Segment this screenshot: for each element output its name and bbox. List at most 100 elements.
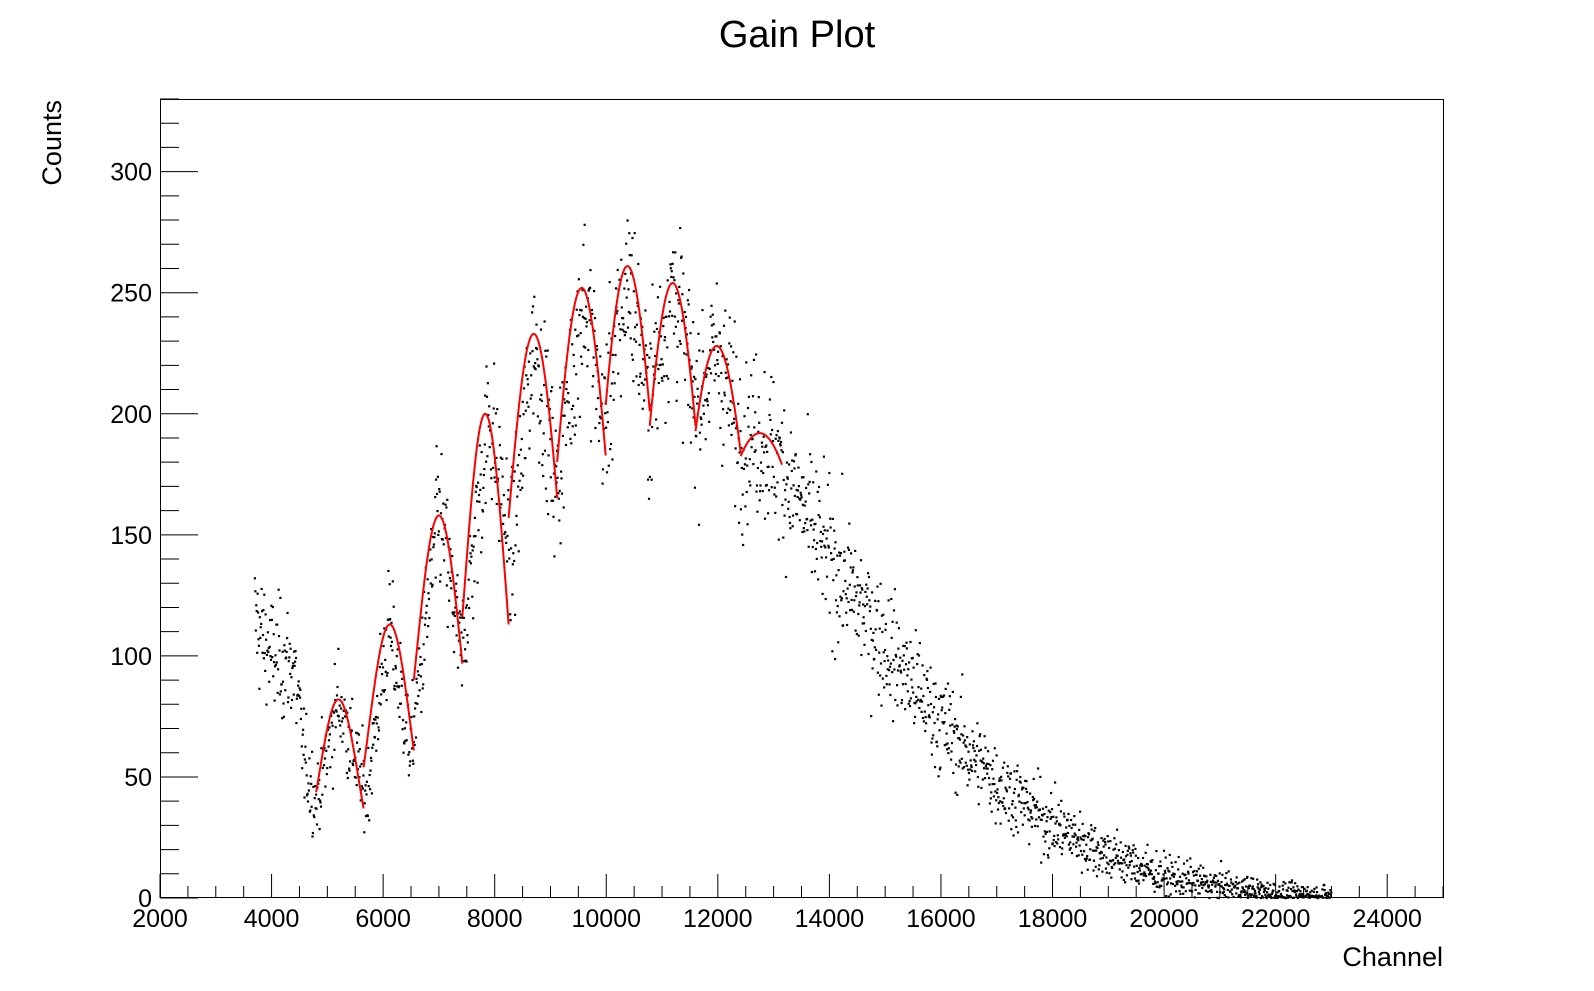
data-point bbox=[612, 398, 615, 401]
data-point bbox=[1061, 847, 1064, 850]
data-point bbox=[511, 593, 514, 596]
data-point bbox=[302, 753, 305, 756]
data-point bbox=[846, 623, 849, 627]
data-point bbox=[259, 626, 262, 629]
data-point bbox=[389, 636, 392, 639]
data-point bbox=[922, 720, 925, 723]
data-point bbox=[685, 333, 688, 336]
data-point bbox=[281, 680, 285, 683]
data-point bbox=[929, 702, 933, 706]
data-point bbox=[504, 536, 507, 539]
data-point bbox=[669, 263, 672, 266]
data-point bbox=[915, 695, 918, 698]
data-point bbox=[542, 474, 545, 478]
data-point bbox=[552, 515, 555, 518]
data-point bbox=[1078, 844, 1081, 847]
data-point bbox=[904, 663, 908, 666]
data-point bbox=[800, 496, 803, 499]
data-point bbox=[482, 473, 485, 477]
data-point bbox=[1000, 775, 1003, 778]
data-point bbox=[921, 716, 925, 720]
data-point bbox=[580, 362, 584, 365]
data-point bbox=[981, 760, 984, 764]
data-point bbox=[1005, 790, 1008, 793]
data-point bbox=[1095, 849, 1098, 852]
data-point bbox=[1257, 883, 1260, 886]
data-point bbox=[851, 571, 854, 574]
data-point bbox=[1035, 806, 1038, 809]
x-tick-label: 8000 bbox=[467, 905, 523, 933]
data-point bbox=[269, 655, 272, 658]
data-point bbox=[455, 582, 458, 585]
data-point bbox=[777, 439, 780, 442]
data-point bbox=[301, 733, 304, 736]
data-point bbox=[843, 550, 846, 553]
data-point bbox=[1131, 849, 1134, 852]
data-point bbox=[1018, 800, 1021, 803]
data-point bbox=[1036, 800, 1039, 803]
data-point bbox=[626, 279, 629, 282]
data-point bbox=[932, 682, 935, 685]
data-point bbox=[740, 466, 743, 469]
data-point bbox=[963, 725, 966, 728]
data-point bbox=[1116, 859, 1120, 862]
data-point bbox=[439, 580, 442, 583]
data-point bbox=[481, 536, 484, 539]
data-point bbox=[1192, 881, 1195, 885]
data-point bbox=[1180, 884, 1183, 887]
data-point bbox=[913, 722, 916, 725]
data-point bbox=[780, 421, 784, 424]
data-point bbox=[920, 687, 923, 690]
data-point bbox=[581, 289, 584, 292]
data-point bbox=[1260, 886, 1263, 889]
data-point bbox=[1099, 852, 1102, 855]
data-point bbox=[445, 506, 448, 509]
data-point bbox=[833, 547, 836, 550]
data-point bbox=[909, 697, 912, 700]
data-point bbox=[546, 349, 549, 352]
data-point bbox=[306, 794, 309, 797]
data-point bbox=[973, 749, 976, 753]
data-point bbox=[330, 721, 333, 724]
data-point bbox=[943, 744, 946, 747]
data-point bbox=[1326, 894, 1329, 897]
data-point bbox=[989, 797, 992, 800]
data-point bbox=[269, 658, 273, 661]
data-point bbox=[1077, 854, 1080, 857]
data-point bbox=[725, 377, 728, 380]
data-point bbox=[1135, 864, 1138, 867]
data-point bbox=[497, 539, 501, 542]
data-point bbox=[901, 659, 904, 662]
data-point bbox=[1186, 882, 1189, 885]
data-point bbox=[524, 457, 527, 460]
data-point bbox=[499, 456, 502, 459]
data-point bbox=[698, 431, 701, 434]
data-point bbox=[765, 483, 768, 487]
data-point bbox=[1236, 887, 1240, 890]
data-point bbox=[452, 613, 455, 616]
data-point bbox=[933, 766, 937, 769]
data-point bbox=[544, 349, 547, 352]
data-point bbox=[1114, 862, 1117, 865]
data-point bbox=[438, 488, 441, 491]
data-point bbox=[1194, 884, 1197, 887]
data-point bbox=[1298, 893, 1301, 896]
data-point bbox=[1039, 775, 1042, 778]
data-point bbox=[687, 303, 690, 306]
data-point bbox=[892, 609, 896, 612]
data-point bbox=[643, 399, 646, 402]
data-point bbox=[962, 741, 965, 744]
data-point bbox=[628, 232, 631, 235]
data-point bbox=[825, 537, 828, 540]
data-point bbox=[678, 340, 681, 343]
data-point bbox=[1014, 806, 1017, 809]
data-point bbox=[323, 764, 326, 767]
data-point bbox=[761, 445, 764, 448]
data-point bbox=[820, 545, 823, 548]
data-point bbox=[341, 717, 344, 720]
data-point bbox=[459, 616, 462, 619]
data-point bbox=[309, 775, 312, 778]
data-point bbox=[1016, 831, 1020, 834]
data-point bbox=[890, 636, 893, 639]
data-point bbox=[384, 670, 387, 673]
